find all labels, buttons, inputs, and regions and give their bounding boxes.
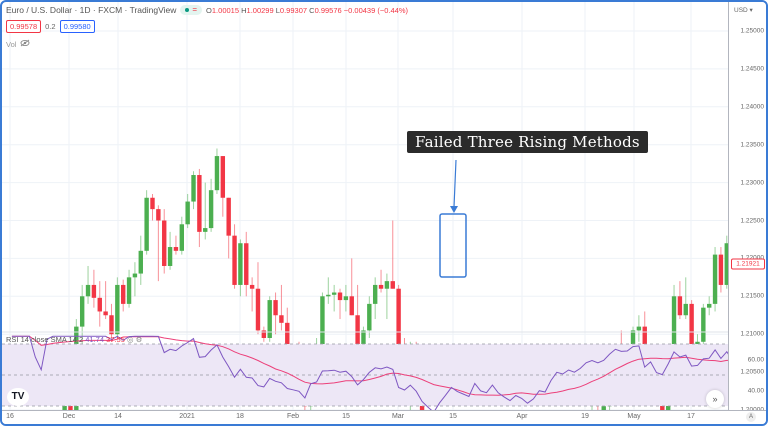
rsi-title[interactable]: RSI 14 close SMA 14 2 [6, 335, 84, 344]
market-open-icon [185, 8, 190, 12]
time-tick: 15 [342, 413, 350, 420]
change-value: −0.00439 (−0.44%) [343, 5, 408, 15]
price-tick: 1.25000 [740, 27, 765, 35]
price-tick: 1.21500 [740, 292, 765, 300]
price-tick: 1.22500 [740, 217, 765, 224]
time-tick: 16 [6, 413, 14, 420]
rsi-tick: 40.00 [747, 387, 764, 394]
rsi-sma-value: 37.55 [106, 335, 125, 344]
time-axis[interactable]: A 16 Dec 14 2021 18 Feb 15 Mar 15 Apr 19 May 17 [2, 410, 766, 424]
time-tick: 15 [449, 413, 457, 420]
price-tick: 1.23500 [740, 141, 765, 149]
low-label: L [275, 5, 280, 15]
ohlc-values: O1.00015 H1.00299 L0.99307 C0.99576 −0.0… [206, 6, 408, 15]
currency-selector[interactable]: USD ▾ [734, 7, 753, 14]
plot-area[interactable]: Euro / U.S. Dollar · 1D · FXCM · Trading… [2, 2, 753, 424]
time-tick: May [627, 413, 641, 420]
auto-scale-button[interactable]: A [746, 412, 756, 422]
price-tick: 1.24000 [740, 103, 765, 111]
time-tick: Dec [62, 413, 76, 420]
buy-button[interactable]: 0.99580 [59, 20, 95, 33]
high-label: H [241, 5, 247, 15]
price-tick: 1.21000 [740, 330, 765, 338]
pattern-annotation-label: Failed Three Rising Methods [407, 131, 648, 153]
time-tick: 14 [114, 413, 122, 420]
symbol-title[interactable]: Euro / U.S. Dollar · 1D · FXCM · Trading… [6, 5, 177, 15]
rsi-value: 41.74 [85, 335, 104, 344]
market-status-pill[interactable]: = [180, 5, 203, 15]
tradingview-logo[interactable]: TV [7, 388, 29, 406]
trade-buttons: 0.99578 0.2 0.99580 [6, 20, 95, 33]
candlestick-chart[interactable] [2, 2, 753, 424]
time-tick: 18 [236, 413, 244, 420]
scroll-to-realtime-button[interactable]: » [706, 390, 724, 408]
time-tick: 17 [687, 413, 695, 420]
open-label: O [206, 5, 212, 15]
price-tick: 1.24500 [740, 65, 765, 73]
volume-legend: Vol [6, 39, 30, 49]
sell-button[interactable]: 0.99578 [6, 20, 42, 33]
high-value: 1.00299 [246, 5, 274, 15]
time-tick: 2021 [179, 413, 195, 420]
time-tick: Mar [391, 413, 405, 420]
rsi-tick: 60.00 [747, 356, 764, 363]
open-value: 1.00015 [211, 5, 240, 15]
low-value: 0.99307 [279, 5, 308, 15]
spread-value: 0.2 [45, 22, 56, 31]
price-tick: 1.20500 [740, 368, 765, 376]
symbol-legend: Euro / U.S. Dollar · 1D · FXCM · Trading… [6, 5, 408, 15]
last-price-label: 1.21921 [731, 258, 765, 270]
price-tick: 1.23000 [740, 179, 765, 187]
close-value: 0.99576 [314, 5, 342, 15]
time-tick: Feb [286, 413, 300, 420]
price-axis[interactable]: USD ▾ 1.25000 1.24500 1.24000 1.23500 1.2300… [728, 2, 766, 414]
eye-icon[interactable]: ◎ [126, 335, 134, 344]
vol-label: Vol [6, 39, 17, 49]
rsi-legend: RSI 14 close SMA 14 2 41.74 37.55 ◎ ⚙ [6, 335, 142, 344]
time-tick: 19 [581, 413, 589, 420]
close-label: C [309, 5, 315, 15]
price-tick: 1.22000 [741, 255, 765, 262]
time-tick: Apr [516, 413, 528, 420]
equals-icon: = [192, 5, 198, 14]
eye-hidden-icon[interactable] [20, 39, 30, 49]
settings-icon[interactable]: ⚙ [135, 335, 143, 344]
